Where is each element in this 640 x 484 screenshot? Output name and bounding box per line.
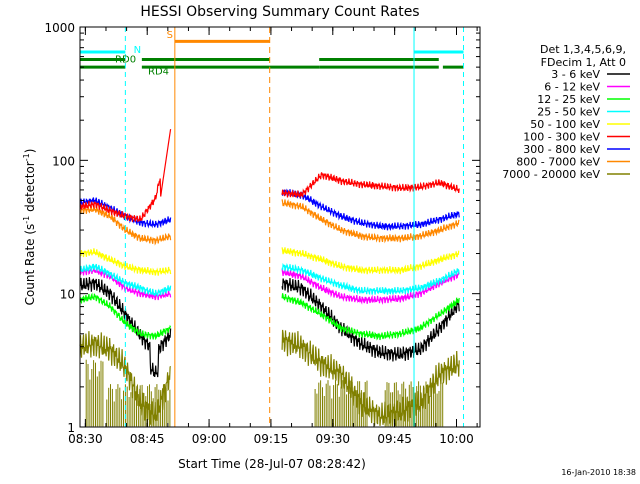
legend-label: 25 - 50 keV [537,106,600,119]
timestamp: 16-Jan-2010 18:38 [561,468,636,477]
legend-header-line-1: Det 1,3,4,5,6,9, [540,43,626,56]
series-5-segment-2 [281,172,460,198]
legend-label: 800 - 7000 keV [516,156,600,169]
y-tick-label: 10 [60,288,75,302]
axes: 08:30 08:45 09:00 09:15 09:30 09:45 10:00 1 10 10… [44,21,480,446]
y-tick-label: 1 [67,421,75,435]
series-2-segment-1 [79,292,172,341]
x-tick-label: 09:30 [315,432,350,446]
x-tick-label: 08:45 [130,432,165,446]
x-tick-label: 08:30 [68,432,103,446]
series-1-segment-2 [281,269,460,305]
series-7 [79,199,460,246]
chart-title: HESSI Observing Summary Count Rates [140,4,419,20]
legend-label: 50 - 100 keV [530,118,600,131]
legend-label: 12 - 25 keV [537,93,600,106]
series-2 [79,292,460,341]
y-axis-label: Count Rate (s-1 detector-1) [22,149,37,306]
flag-rd4-label: RD4 [148,67,169,78]
series-2-segment-2 [281,293,460,341]
plot-frame [79,26,481,428]
series-7-segment-2 [281,199,460,244]
x-tick-label: 09:45 [377,432,412,446]
series-4-segment-2 [281,247,460,275]
series-0-segment-2 [281,278,460,362]
flag-s-label: S [167,30,173,41]
flag-rd0-label: RD0 [115,55,136,66]
series-5 [79,129,460,223]
series-4 [79,247,460,276]
series-3-segment-2 [281,262,460,296]
legend-label: 300 - 800 keV [523,143,600,156]
series-5-segment-1 [79,129,172,223]
legend-label: 3 - 6 keV [551,68,600,81]
legend-label: 100 - 300 keV [523,131,600,144]
x-axis-label: Start Time (28-Jul-07 08:28:42) [178,457,366,471]
legend-label: 6 - 12 keV [544,81,600,94]
series-8-segment-2 [281,329,460,426]
legend-header-line-2: FDecim 1, Att 0 [541,56,626,69]
series-4-segment-1 [79,248,172,276]
flag-n-label: N [134,45,141,56]
legend-label: 7000 - 20000 keV [502,168,600,181]
x-tick-label: 09:00 [192,432,227,446]
x-tick-label: 10:00 [439,432,474,446]
y-tick-label: 100 [52,154,75,168]
series-7-segment-1 [79,205,172,246]
series-6-segment-2 [281,188,460,231]
x-tick-label: 09:15 [254,432,289,446]
y-tick-label: 1000 [44,21,75,35]
